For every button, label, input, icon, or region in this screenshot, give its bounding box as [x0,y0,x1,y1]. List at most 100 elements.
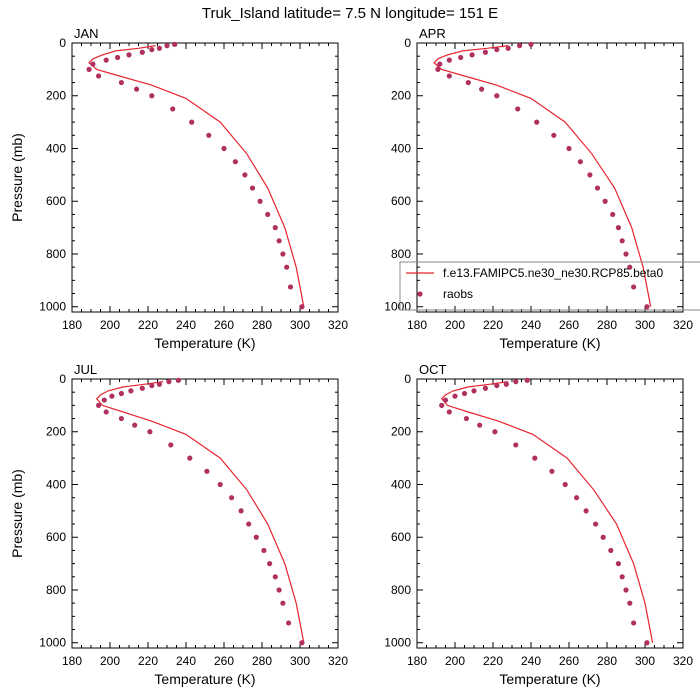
x-axis-label: Temperature (K) [499,671,600,687]
obs-point [461,390,468,397]
model-series-line [433,45,652,307]
obs-point [126,52,132,58]
y-tick-label: 0 [404,36,411,50]
obs-point [96,402,102,408]
y-tick-label: 600 [46,194,66,208]
y-tick-label: 400 [391,477,411,491]
obs-point [505,45,511,51]
obs-point [118,390,124,397]
x-tick-label: 200 [445,654,465,668]
obs-point [287,284,294,290]
obs-point [503,381,509,387]
obs-point [574,495,580,501]
panels: 180 200 220 240 260 280 300 320 0 200 400 600 800 100… [9,26,700,687]
obs-point [437,61,443,67]
y-tick-label: 200 [46,425,66,439]
obs-point [524,377,530,383]
obs-point [134,86,140,92]
x-tick-label: 280 [252,318,272,332]
obs-point [600,534,606,540]
obs-point [492,429,498,435]
obs-point [249,185,256,191]
obs-point [139,385,145,391]
obs-point [164,43,170,49]
obs-point [109,393,115,399]
obs-point [610,211,616,218]
panel-jan: 180 200 220 240 260 280 300 320 0 200 400 600 800 100… [9,26,348,351]
obs-point [166,379,172,385]
y-tick-label: 0 [59,36,66,50]
obs-point [242,172,248,178]
obs-point [246,521,252,527]
x-tick-label: 220 [483,318,503,332]
obs-point [103,409,109,415]
x-tick-label: 240 [521,318,541,332]
x-tick-label: 200 [100,654,120,668]
obs-point [602,198,608,204]
y-tick-label: 800 [46,583,66,597]
obs-point [232,159,238,165]
panel-jul: 180 200 220 240 260 280 300 320 0 200 400 600 800 100… [9,362,348,687]
obs-point [623,251,629,257]
obs-point [494,46,500,53]
x-axis-label: Temperature (K) [154,335,255,351]
obs-point [463,415,469,422]
obs-point [615,561,622,567]
obs-point [644,304,650,310]
obs-point [172,41,178,47]
y-tick-label: 600 [391,530,411,544]
x-axis-label: Temperature (K) [499,335,600,351]
obs-point [149,382,155,389]
obs-point [149,93,155,99]
obs-point [532,455,538,461]
x-tick-label: 180 [62,318,82,332]
y-tick-label: 1000 [384,300,411,314]
obs-point [280,251,286,257]
model-series-line [95,381,305,643]
obs-point [477,422,483,428]
x-axis-label: Temperature (K) [154,671,255,687]
obs-point [482,49,488,55]
obs-point [189,119,195,125]
x-tick-label: 180 [62,654,82,668]
y-tick-label: 200 [391,425,411,439]
obs-point [494,382,500,389]
x-tick-label: 300 [290,654,310,668]
obs-point [442,397,449,403]
y-tick-label: 800 [46,247,66,261]
obs-point [168,442,174,448]
y-tick-label: 400 [46,477,66,491]
figure-title: Truk_Island latitude= 7.5 N longitude= 1… [202,5,498,22]
obs-point [608,547,614,554]
obs-point [156,381,162,387]
obs-point [156,45,162,51]
obs-point [458,54,464,61]
obs-point [627,600,633,606]
obs-point [238,508,244,514]
y-tick-label: 400 [391,141,411,155]
obs-point [465,79,471,86]
obs-point [494,93,500,99]
x-tick-label: 280 [597,654,617,668]
obs-point [187,455,193,461]
obs-point [631,620,637,626]
obs-point [147,429,153,435]
obs-point [577,159,584,165]
obs-point [286,620,292,626]
y-tick-label: 1000 [384,636,411,650]
y-tick-label: 600 [46,530,66,544]
obs-point [284,264,290,270]
obs-point [623,587,629,593]
obs-point [583,508,589,514]
obs-point [619,574,625,580]
panel-apr: 180 200 220 240 260 280 300 320 0 200 400 600 800 100… [384,26,700,351]
x-tick-label: 240 [176,318,196,332]
obs-point [593,521,599,527]
x-tick-label: 260 [559,654,579,668]
obs-point [276,238,282,244]
y-tick-label: 800 [391,583,411,597]
obs-point [132,422,138,428]
obs-point [299,304,305,310]
plot-frame [71,378,339,649]
x-tick-label: 220 [483,654,503,668]
